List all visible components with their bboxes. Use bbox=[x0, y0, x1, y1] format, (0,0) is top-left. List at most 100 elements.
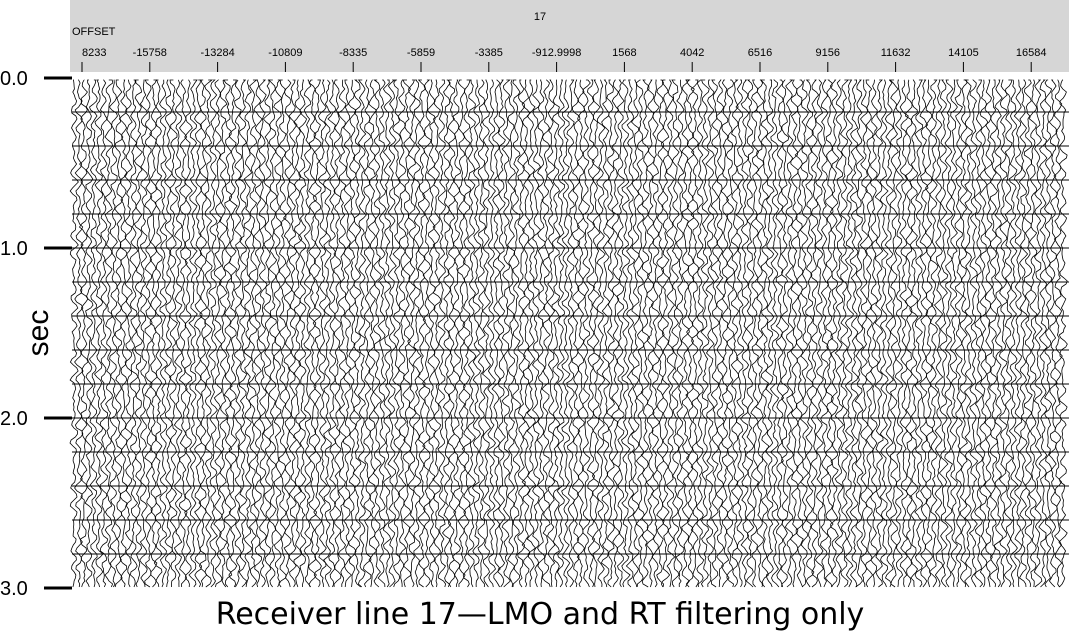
seismic-trace bbox=[581, 79, 591, 588]
offset-label: OFFSET bbox=[72, 26, 116, 38]
seismic-trace bbox=[690, 79, 700, 588]
offset-tick-label: -13284 bbox=[200, 47, 234, 59]
seismic-trace bbox=[824, 79, 834, 588]
time-axis-label: sec bbox=[22, 310, 55, 357]
seismic-trace bbox=[243, 79, 253, 588]
offset-tick-label: 8233 bbox=[82, 47, 106, 59]
seismic-trace bbox=[298, 79, 308, 587]
seismic-trace bbox=[715, 79, 726, 588]
seismic-trace bbox=[1038, 79, 1048, 588]
seismic-trace bbox=[740, 79, 750, 588]
seismic-trace bbox=[696, 79, 705, 588]
seismic-trace bbox=[859, 79, 869, 587]
seismic-trace bbox=[99, 79, 109, 588]
seismic-trace bbox=[501, 79, 511, 588]
seismic-trace bbox=[989, 79, 999, 588]
seismic-trace bbox=[963, 79, 973, 588]
seismic-trace bbox=[869, 79, 879, 588]
seismic-trace bbox=[914, 79, 924, 588]
seismic-trace bbox=[591, 79, 601, 588]
seismic-trace bbox=[849, 79, 859, 588]
seismic-trace bbox=[417, 79, 427, 588]
seismic-trace bbox=[819, 79, 830, 588]
seismic-trace bbox=[164, 79, 174, 588]
seismic-trace bbox=[799, 79, 810, 588]
seismic-trace bbox=[213, 79, 223, 588]
offset-tick-label: -3385 bbox=[475, 47, 503, 59]
seismic-trace bbox=[526, 79, 537, 588]
seismic-trace bbox=[218, 79, 228, 588]
seismic-trace bbox=[621, 79, 631, 588]
seismic-trace bbox=[288, 79, 298, 588]
seismic-trace bbox=[671, 79, 680, 588]
seismic-trace bbox=[69, 79, 79, 588]
seismic-trace bbox=[536, 79, 546, 588]
seismic-trace bbox=[531, 79, 542, 588]
seismic-trace bbox=[685, 79, 695, 588]
seismic-trace bbox=[223, 79, 233, 588]
seismic-trace bbox=[233, 79, 243, 588]
seismic-trace bbox=[968, 79, 979, 588]
seismic-trace bbox=[889, 79, 899, 588]
seismic-trace bbox=[725, 79, 735, 588]
seismic-trace bbox=[486, 79, 497, 588]
seismic-trace bbox=[650, 79, 661, 588]
seismic-trace bbox=[144, 79, 153, 588]
seismic-trace bbox=[348, 79, 358, 588]
seismic-trace bbox=[635, 79, 646, 588]
seismic-trace bbox=[760, 79, 770, 588]
seismic-trace bbox=[471, 79, 482, 588]
seismic-trace bbox=[457, 79, 467, 588]
seismic-trace bbox=[949, 79, 959, 588]
seismic-trace bbox=[919, 79, 929, 588]
seismic-trace bbox=[924, 79, 934, 588]
seismic-trace bbox=[755, 79, 765, 588]
seismic-trace bbox=[735, 79, 745, 588]
seismic-trace bbox=[1008, 79, 1019, 588]
seismic-trace bbox=[78, 79, 89, 588]
seismic-trace bbox=[74, 79, 84, 588]
seismic-trace bbox=[775, 79, 785, 588]
seismic-trace bbox=[789, 79, 800, 588]
seismic-trace bbox=[303, 79, 312, 588]
time-axis: 0.0 1.0 2.0 3.0 bbox=[0, 68, 72, 600]
seismic-trace bbox=[253, 79, 263, 588]
seismic-trace bbox=[1003, 79, 1014, 588]
seismic-trace bbox=[363, 79, 372, 588]
seismic-trace bbox=[675, 79, 685, 588]
seismic-trace bbox=[1028, 79, 1038, 588]
seismic-trace bbox=[829, 79, 840, 588]
seismic-trace bbox=[1013, 79, 1023, 588]
seismic-trace bbox=[422, 79, 432, 588]
seismic-trace bbox=[1033, 79, 1043, 588]
seismic-trace bbox=[188, 79, 198, 588]
seismic-trace bbox=[944, 79, 954, 588]
seismic-traces bbox=[69, 79, 1069, 588]
seismic-trace bbox=[258, 79, 268, 588]
seismic-trace bbox=[765, 79, 775, 588]
seismic-trace bbox=[367, 79, 378, 588]
offset-tick-label: 9156 bbox=[816, 47, 840, 59]
offset-tick-label: -5859 bbox=[407, 47, 435, 59]
seismic-trace bbox=[625, 79, 636, 588]
seismic-trace bbox=[461, 79, 472, 588]
seismic-trace bbox=[660, 79, 671, 588]
seismic-trace bbox=[665, 79, 676, 588]
seismic-trace bbox=[576, 79, 586, 588]
offset-tick-label: -10809 bbox=[268, 47, 302, 59]
seismic-trace bbox=[173, 79, 183, 588]
time-tick-label: 1.0 bbox=[0, 238, 28, 260]
seismic-trace bbox=[467, 79, 477, 588]
seismic-trace bbox=[974, 79, 984, 588]
seismic-trace bbox=[432, 79, 442, 588]
seismic-trace bbox=[88, 79, 98, 588]
seismic-trace bbox=[680, 79, 690, 588]
seismic-trace bbox=[153, 79, 163, 588]
seismic-trace bbox=[312, 79, 323, 588]
time-tick-label: 0.0 bbox=[0, 68, 28, 90]
seismic-trace bbox=[809, 79, 820, 588]
seismic-trace bbox=[497, 79, 506, 588]
seismic-trace bbox=[894, 79, 904, 588]
seismic-trace bbox=[551, 79, 561, 588]
